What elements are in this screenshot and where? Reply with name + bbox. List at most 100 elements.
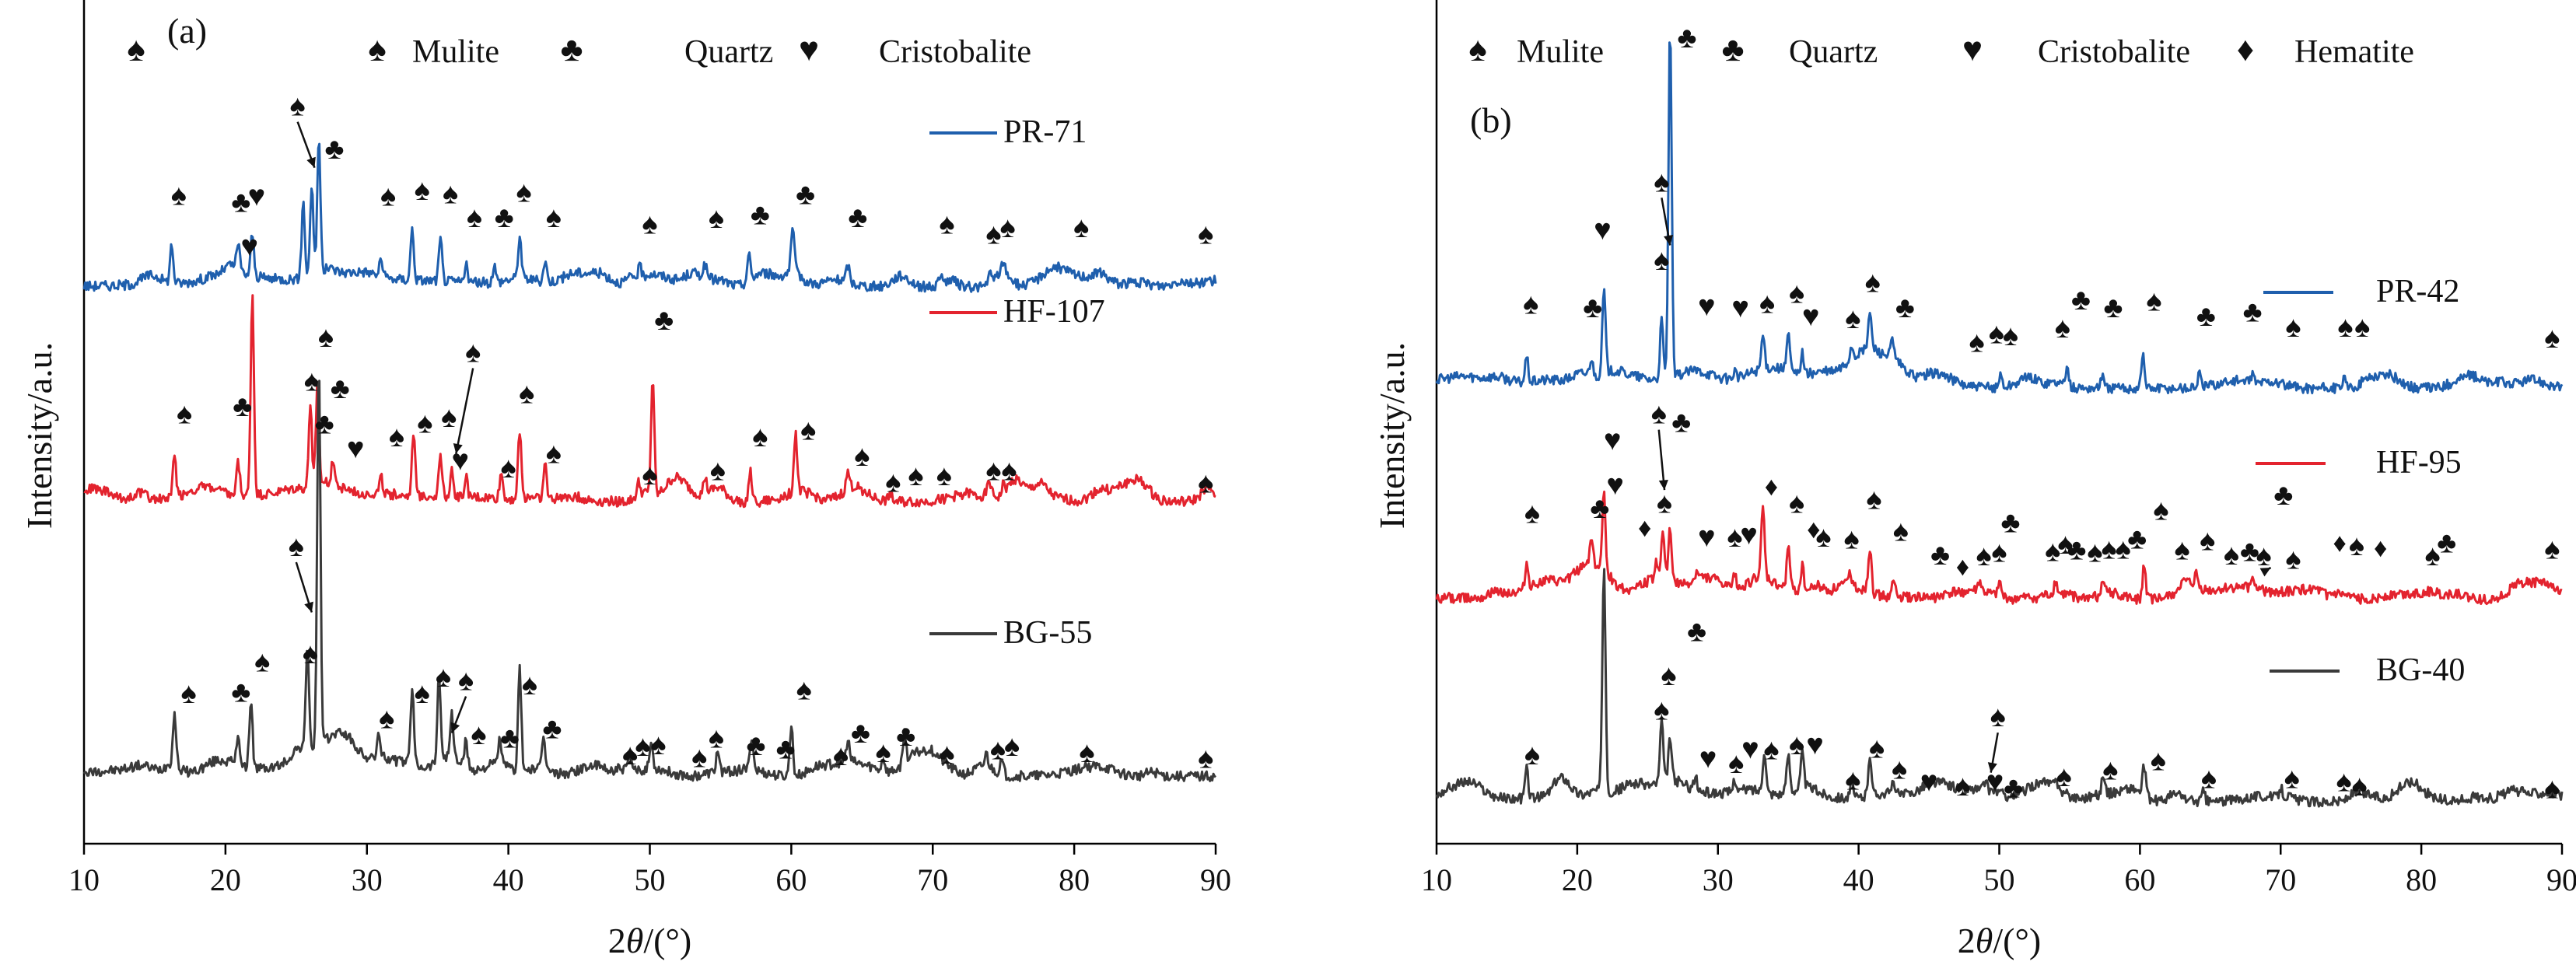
cristobalite-marker: ♥ <box>1698 290 1716 323</box>
series-legend-label: PR-42 <box>2376 274 2459 309</box>
mullite-marker: ♠ <box>2544 772 2560 805</box>
mullite-marker: ♠ <box>415 677 430 710</box>
series-line <box>1435 490 2563 606</box>
mullite-marker: ♠ <box>2146 285 2161 317</box>
mullite-marker: ♠ <box>2337 311 2353 344</box>
y-axis-label: Intensity/a.u. <box>19 342 59 529</box>
y-axis-label: Intensity/a.u. <box>1372 342 1412 529</box>
mullite-marker: ♠ <box>985 454 1001 487</box>
mullite-marker: ♠ <box>177 398 192 431</box>
quartz-marker: ♣ <box>1930 539 1950 572</box>
mullite-marker: ♠ <box>389 421 404 453</box>
quartz-marker: ♣ <box>561 30 583 68</box>
mullite-marker: ♠ <box>752 421 768 453</box>
mullite-marker: ♠ <box>318 321 334 354</box>
quartz-marker: ♣ <box>2004 771 2023 804</box>
cristobalite-marker: ♥ <box>1699 742 1717 774</box>
mullite-marker: ♠ <box>691 741 707 774</box>
quartz-marker: ♣ <box>2071 284 2091 316</box>
series-hf-95: HF-95♥♠ ♣♠ ♣♦♠♥ ♠♥♦♠♦♠ ♠♠♠♣ ♦ ♠ ♠♣♠♠♣ ♠♠♠♣♠♠ ♠ ♠ ♣♠… <box>1435 398 2563 606</box>
series-bg-55: BG-55♠♣♠♠♠ ♣♠♠ ♠ ♠♠♠♣ ♣♠♠ ♠ ♠♠ ♣ ♣♠♣ ♣♠ ♠ ♠ ♠♠ ♠ ♠ <box>82 379 1216 782</box>
cristobalite-marker: ♥ <box>1606 469 1624 502</box>
mullite-marker: ♠ <box>1789 729 1804 761</box>
marker-arrow <box>1657 429 1666 491</box>
mullite-marker: ♠ <box>1524 739 1540 771</box>
mullite-marker: ♠ <box>1657 488 1672 520</box>
quartz-marker: ♣ <box>2273 479 2293 512</box>
mullite-marker: ♠ <box>2285 311 2301 344</box>
x-tick-label: 60 <box>2124 862 2155 897</box>
mullite-marker: ♠ <box>368 30 386 68</box>
series-legend-label: BG-55 <box>1003 615 1092 651</box>
legend-item-hematite: ♦ Hematite <box>2237 30 2414 70</box>
mullite-marker: ♠ <box>2003 320 2018 352</box>
mullite-marker: ♠ <box>2151 745 2166 778</box>
x-tick-label: 60 <box>775 862 807 897</box>
mullite-marker: ♠ <box>1654 166 1669 198</box>
mullite-marker: ♠ <box>2336 766 2352 799</box>
series-legend-label: BG-40 <box>2376 652 2465 688</box>
series-line <box>82 142 1217 293</box>
mullite-marker: ♠ <box>1651 398 1667 431</box>
quartz-marker: ♣ <box>851 717 870 750</box>
legend-label: Quartz <box>1789 34 1878 70</box>
quartz-marker: ♣ <box>896 720 915 753</box>
mullite-marker: ♠ <box>2544 533 2560 565</box>
mullite-marker: ♠ <box>833 739 849 772</box>
cristobalite-marker: ♥ <box>1698 521 1716 554</box>
mullite-marker: ♠ <box>171 180 187 212</box>
quartz-marker: ♣ <box>231 186 250 219</box>
x-tick-label: 40 <box>493 862 524 897</box>
mullite-marker: ♠ <box>1969 326 1984 358</box>
mullite-marker: ♠ <box>1976 540 1992 572</box>
mullite-marker: ♠ <box>1815 521 1831 554</box>
hematite-marker: ♦ <box>1956 553 1969 582</box>
quartz-marker: ♣ <box>654 304 674 337</box>
cristobalite-marker: ♥ <box>1741 732 1759 765</box>
mullite-marker: ♠ <box>1728 747 1744 780</box>
mullite-marker: ♠ <box>2087 537 2102 569</box>
cristobalite-marker: ♥ <box>1604 424 1622 456</box>
mullite-marker: ♠ <box>1843 523 1859 555</box>
series-legend-label: HF-107 <box>1003 294 1105 330</box>
x-tick-label: 10 <box>68 862 100 897</box>
x-tick-label: 70 <box>2265 862 2296 897</box>
mullite-marker: ♠ <box>2544 322 2560 355</box>
marker-arrowhead <box>1987 762 1997 773</box>
cristobalite-marker: ♥ <box>1740 519 1758 551</box>
mullite-marker: ♠ <box>1789 488 1804 520</box>
quartz-marker: ♣ <box>2243 295 2263 328</box>
mullite-marker: ♠ <box>709 722 724 754</box>
mullite-marker: ♠ <box>2200 524 2215 557</box>
mullite-marker: ♠ <box>796 673 812 706</box>
mullite-marker: ♠ <box>876 736 891 769</box>
mullite-marker: ♠ <box>622 739 638 771</box>
mullite-marker: ♠ <box>522 669 537 701</box>
x-axis-label: 2θ/(°) <box>608 921 691 960</box>
quartz-marker: ♣ <box>2127 523 2147 555</box>
mullite-marker: ♠ <box>1001 454 1017 487</box>
panel-label: (b) <box>1470 100 1512 140</box>
mullite-marker: ♠ <box>642 208 657 241</box>
mullite-marker: ♠ <box>1759 288 1775 320</box>
mullite-marker: ♠ <box>650 729 666 761</box>
quartz-marker: ♣ <box>848 201 867 234</box>
quartz-marker: ♣ <box>495 201 514 234</box>
mullite-marker: ♠ <box>800 414 816 446</box>
mullite-marker: ♠ <box>516 176 532 208</box>
mullite-marker: ♠ <box>2057 528 2073 561</box>
hematite-marker: ♦ <box>2374 534 2387 563</box>
legend-item-mulite: ♠ Mulite ♠ <box>127 30 499 70</box>
legend-label: Cristobalite <box>879 34 1031 70</box>
mullite-marker: ♠ <box>1892 753 1907 785</box>
series-legend-label: HF-95 <box>2376 445 2462 481</box>
x-axis-label-prefix: 2 <box>608 921 626 960</box>
quartz-marker: ♣ <box>2001 507 2021 540</box>
series-legend-label: PR-71 <box>1003 114 1087 150</box>
mullite-marker: ♠ <box>1468 30 1486 68</box>
mullite-marker: ♠ <box>519 378 534 411</box>
quartz-marker: ♣ <box>233 390 252 423</box>
cristobalite-marker: ♥ <box>1594 214 1612 246</box>
marker-arrowhead <box>304 601 313 613</box>
legend-label: Mulite <box>412 34 499 70</box>
